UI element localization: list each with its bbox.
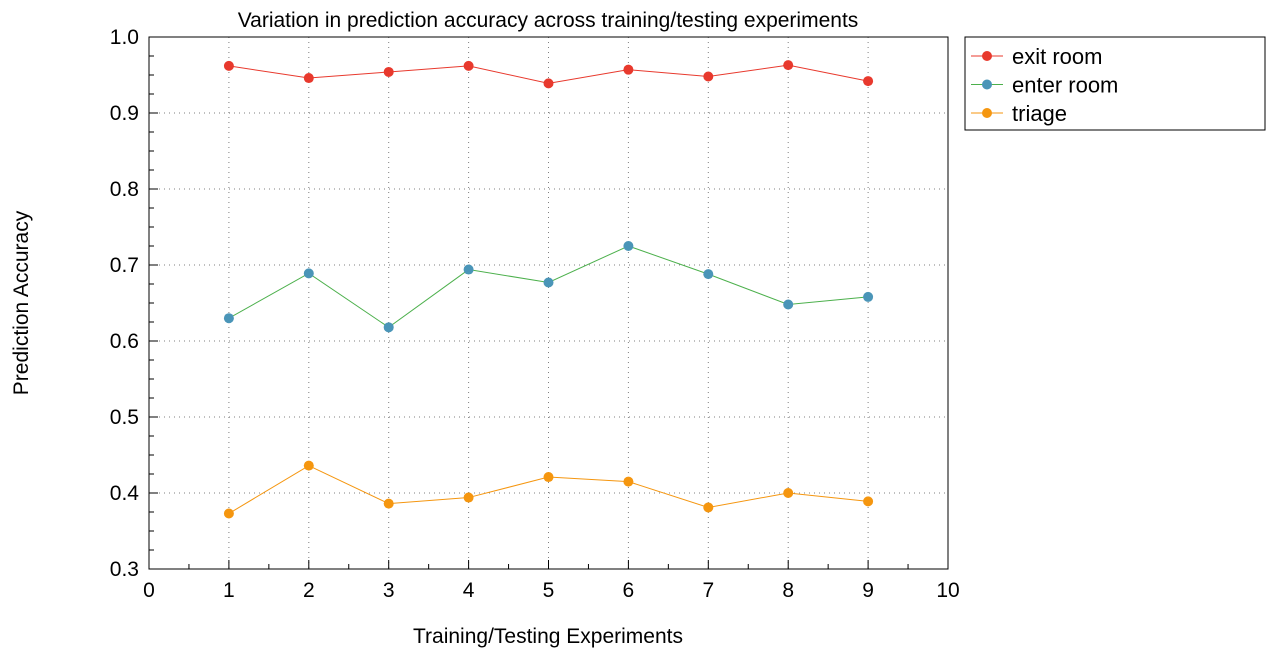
- series-enter-room: [223, 241, 874, 333]
- legend-item-enter-room: enter room: [971, 73, 1118, 98]
- legend-marker: [982, 51, 992, 61]
- data-point-triage: [223, 508, 234, 519]
- x-tick-label: 8: [782, 579, 794, 602]
- y-tick-label: 0.8: [110, 178, 139, 201]
- x-tick-label: 5: [543, 579, 555, 602]
- data-point-triage: [863, 496, 874, 507]
- data-point-exit-room: [383, 66, 394, 77]
- data-point-exit-room: [783, 60, 794, 71]
- data-point-enter-room: [223, 313, 234, 324]
- data-point-exit-room: [303, 73, 314, 84]
- data-point-exit-room: [703, 71, 714, 82]
- axis-ticks: [148, 36, 949, 570]
- legend-label: exit room: [1012, 44, 1102, 69]
- series-triage: [223, 460, 874, 519]
- data-point-enter-room: [383, 322, 394, 333]
- x-tick-label: 7: [702, 579, 714, 602]
- y-tick-label: 0.4: [110, 482, 140, 505]
- data-point-exit-room: [543, 78, 554, 89]
- legend-label: triage: [1012, 101, 1067, 126]
- data-point-triage: [543, 472, 554, 483]
- x-tick-label: 0: [143, 579, 155, 602]
- y-tick-label: 0.5: [110, 406, 139, 429]
- x-tick-label: 6: [623, 579, 635, 602]
- data-point-exit-room: [223, 60, 234, 71]
- y-axis-label: Prediction Accuracy: [10, 210, 33, 395]
- legend-label: enter room: [1012, 73, 1118, 98]
- x-tick-label: 3: [383, 579, 395, 602]
- chart-title: Variation in prediction accuracy across …: [238, 9, 859, 32]
- data-series: [223, 60, 874, 519]
- series-exit-room: [223, 60, 874, 89]
- x-tick-label: 10: [936, 579, 959, 602]
- data-point-triage: [783, 488, 794, 498]
- y-tick-label: 1.0: [110, 26, 139, 49]
- data-point-exit-room: [623, 64, 634, 75]
- y-tick-label: 0.3: [110, 558, 139, 581]
- data-point-enter-room: [463, 264, 474, 275]
- legend-marker: [982, 108, 992, 118]
- x-axis-label: Training/Testing Experiments: [413, 625, 683, 648]
- y-tick-label: 0.6: [110, 330, 139, 353]
- data-point-exit-room: [863, 76, 874, 87]
- data-point-enter-room: [783, 299, 794, 310]
- data-point-enter-room: [303, 268, 314, 279]
- data-point-enter-room: [703, 269, 714, 280]
- y-tick-label: 0.7: [110, 254, 139, 277]
- data-point-triage: [463, 492, 474, 503]
- legend: exit room enter room triage: [964, 36, 1266, 131]
- legend-item-triage: triage: [971, 101, 1067, 126]
- axis-tick-labels: 0 1 2 3 4 5 6 7 8 9 10 0.3 0.4 0.5 0.6 0.7 0.8 0.9 1.0: [110, 26, 960, 602]
- x-tick-label: 2: [303, 579, 315, 602]
- data-point-enter-room: [623, 241, 634, 251]
- data-point-exit-room: [463, 60, 474, 71]
- legend-box: [964, 36, 1266, 131]
- data-point-triage: [623, 476, 634, 487]
- data-point-enter-room: [543, 277, 554, 288]
- data-point-triage: [703, 502, 714, 513]
- x-tick-label: 9: [862, 579, 874, 602]
- data-point-triage: [383, 498, 394, 509]
- data-point-enter-room: [863, 291, 874, 302]
- y-tick-label: 0.9: [110, 102, 139, 125]
- data-point-triage: [303, 460, 314, 471]
- x-tick-label: 4: [463, 579, 475, 602]
- legend-item-exit-room: exit room: [971, 44, 1102, 69]
- legend-marker: [982, 79, 992, 90]
- x-tick-label: 1: [223, 579, 235, 602]
